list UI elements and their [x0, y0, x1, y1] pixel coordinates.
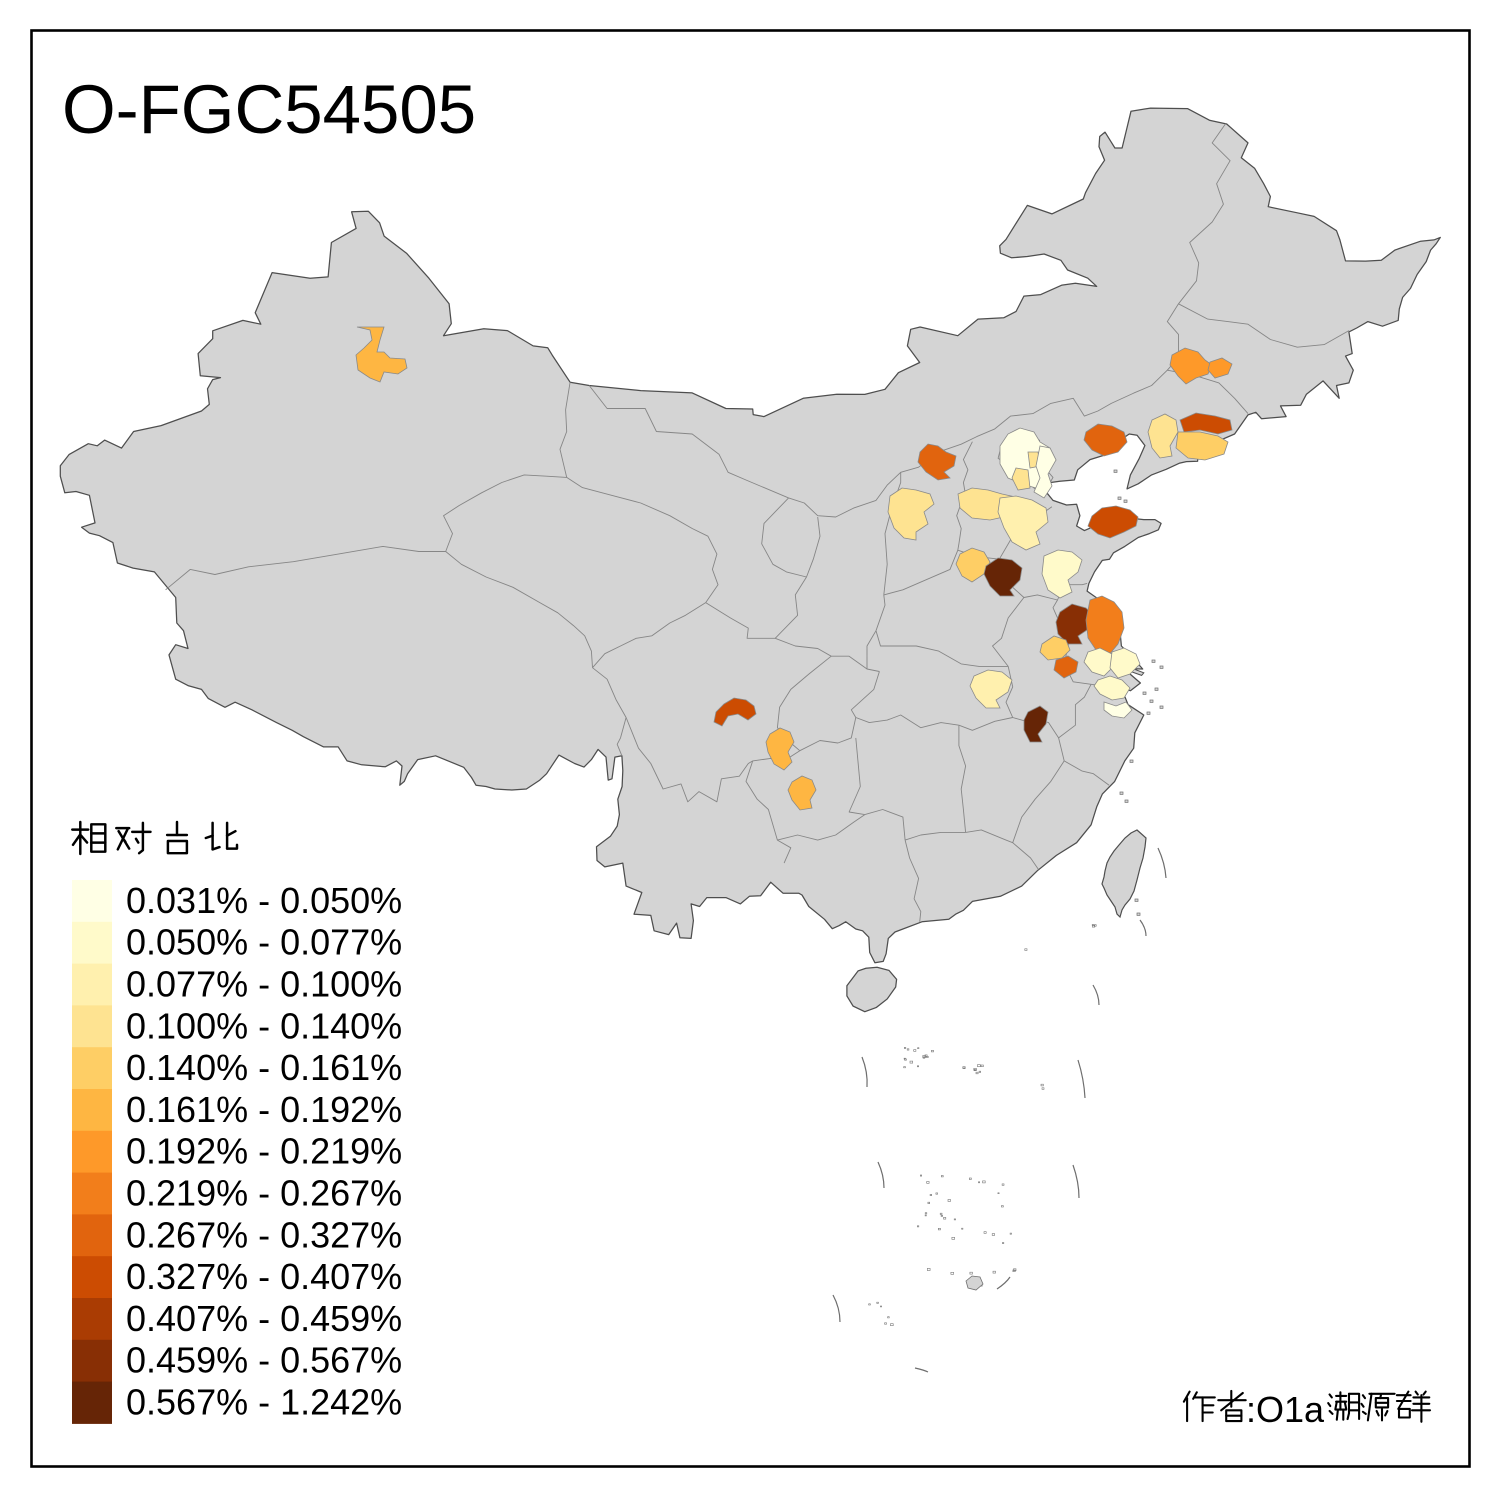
svg-text:0.077% - 0.100%: 0.077% - 0.100% — [126, 964, 402, 1005]
svg-text:0.192% - 0.219%: 0.192% - 0.219% — [126, 1131, 402, 1172]
svg-text::O1a: :O1a — [1246, 1389, 1325, 1430]
svg-text:O-FGC54505: O-FGC54505 — [62, 71, 476, 148]
svg-text:0.031% - 0.050%: 0.031% - 0.050% — [126, 880, 402, 921]
svg-text:0.050% - 0.077%: 0.050% - 0.077% — [126, 922, 402, 963]
svg-text:0.161% - 0.192%: 0.161% - 0.192% — [126, 1089, 402, 1130]
svg-text:0.100% - 0.140%: 0.100% - 0.140% — [126, 1005, 402, 1046]
svg-text:0.267% - 0.327%: 0.267% - 0.327% — [126, 1214, 402, 1255]
svg-text:0.140% - 0.161%: 0.140% - 0.161% — [126, 1047, 402, 1088]
svg-text:0.219% - 0.267%: 0.219% - 0.267% — [126, 1173, 402, 1214]
svg-text:0.459% - 0.567%: 0.459% - 0.567% — [126, 1340, 402, 1381]
svg-text:0.327% - 0.407%: 0.327% - 0.407% — [126, 1256, 402, 1297]
svg-text:0.567% - 1.242%: 0.567% - 1.242% — [126, 1382, 402, 1423]
svg-text:0.407% - 0.459%: 0.407% - 0.459% — [126, 1298, 402, 1339]
